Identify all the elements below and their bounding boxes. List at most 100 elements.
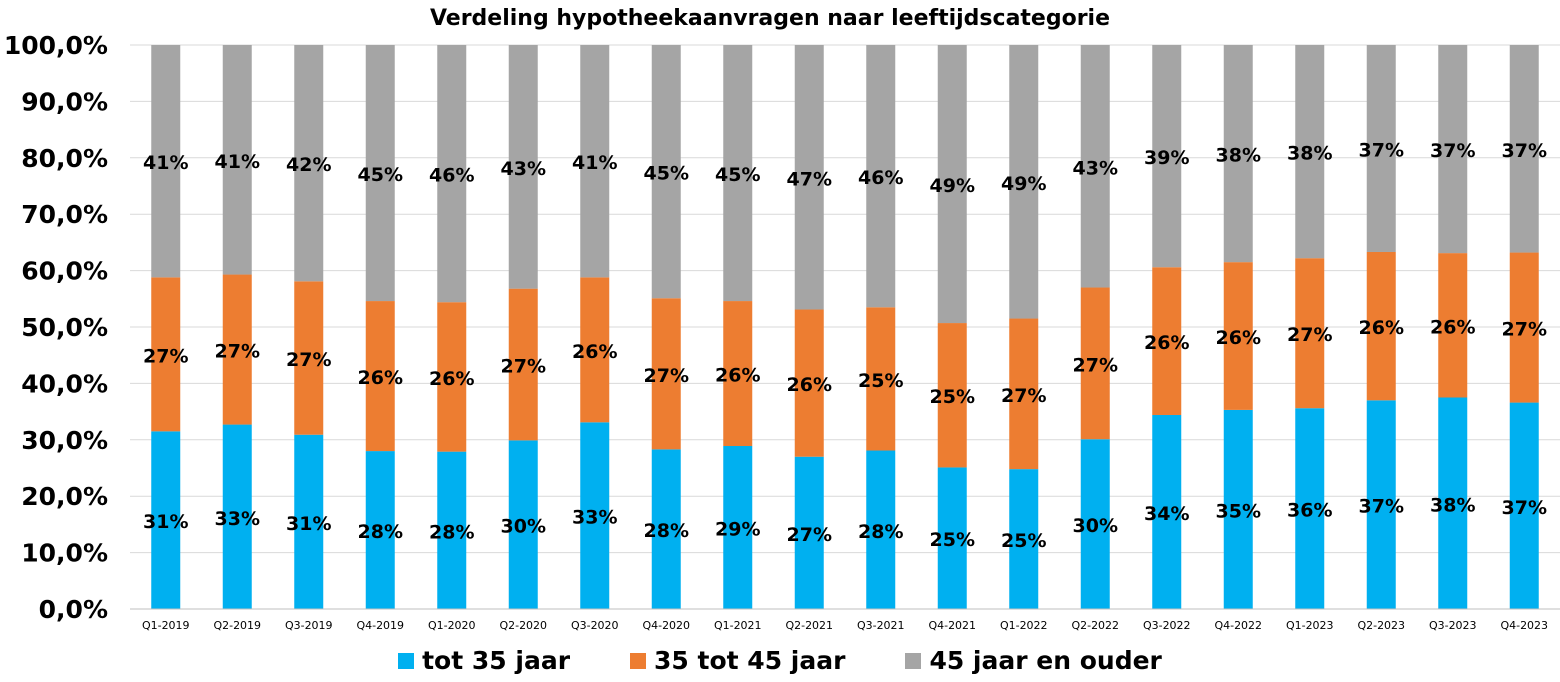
bar-segment bbox=[151, 277, 181, 432]
x-tick-label: Q4-2020 bbox=[642, 619, 690, 632]
data-label: 28% bbox=[429, 521, 474, 543]
bar-segment bbox=[1366, 251, 1396, 401]
data-label: 38% bbox=[1216, 145, 1261, 167]
bar-segment bbox=[1080, 45, 1110, 288]
bar-segment bbox=[1223, 409, 1253, 609]
data-label: 49% bbox=[930, 175, 975, 197]
data-label: 47% bbox=[787, 168, 832, 190]
x-tick-label: Q2-2022 bbox=[1071, 619, 1119, 632]
bar-segment bbox=[508, 45, 538, 289]
y-tick-label: 70,0% bbox=[21, 200, 108, 229]
x-tick-label: Q3-2020 bbox=[571, 619, 619, 632]
data-label: 35% bbox=[1216, 500, 1261, 522]
data-label: 26% bbox=[1144, 332, 1189, 354]
bar-segment bbox=[580, 277, 610, 423]
bar-segment bbox=[1080, 287, 1110, 440]
x-tick-label: Q2-2019 bbox=[213, 619, 261, 632]
bar-segment bbox=[937, 467, 967, 609]
bar-segment bbox=[651, 449, 681, 609]
data-label: 27% bbox=[1073, 354, 1118, 376]
bar-segment bbox=[1438, 253, 1468, 398]
data-label: 26% bbox=[1216, 327, 1261, 349]
data-label: 27% bbox=[143, 345, 188, 367]
y-tick-label: 80,0% bbox=[21, 144, 108, 173]
bar-segment bbox=[365, 301, 395, 452]
data-label: 46% bbox=[858, 167, 903, 189]
bar-segment bbox=[866, 45, 896, 308]
data-label: 42% bbox=[286, 154, 331, 176]
data-label: 31% bbox=[143, 511, 188, 533]
data-label: 26% bbox=[1359, 317, 1404, 339]
x-tick-label: Q4-2021 bbox=[928, 619, 976, 632]
bar-segment bbox=[1152, 45, 1182, 268]
bar-segment bbox=[294, 434, 324, 609]
bar-segment bbox=[580, 45, 610, 278]
bar-segment bbox=[1295, 408, 1325, 609]
data-label: 43% bbox=[501, 158, 546, 180]
data-label: 30% bbox=[1073, 515, 1118, 537]
legend-label: tot 35 jaar bbox=[422, 646, 571, 675]
data-label: 26% bbox=[787, 374, 832, 396]
bar-segment bbox=[294, 45, 324, 282]
x-tick-label: Q1-2023 bbox=[1286, 619, 1334, 632]
data-label: 41% bbox=[143, 152, 188, 174]
bar-segment bbox=[1366, 45, 1396, 252]
y-tick-label: 20,0% bbox=[21, 482, 108, 511]
data-label: 37% bbox=[1359, 496, 1404, 518]
data-label: 30% bbox=[501, 516, 546, 538]
data-label: 26% bbox=[715, 365, 760, 387]
data-label: 41% bbox=[572, 152, 617, 174]
bar-segment bbox=[1152, 414, 1182, 609]
bar-segment bbox=[580, 422, 610, 609]
x-tick-label: Q3-2019 bbox=[285, 619, 333, 632]
data-label: 31% bbox=[286, 513, 331, 535]
data-label: 25% bbox=[930, 386, 975, 408]
data-label: 36% bbox=[1287, 500, 1332, 522]
bar-segment bbox=[1295, 45, 1325, 259]
x-tick-label: Q2-2020 bbox=[499, 619, 547, 632]
bar-segment bbox=[937, 323, 967, 468]
bar-segment bbox=[1009, 45, 1039, 319]
bar-segment bbox=[651, 45, 681, 299]
legend-label: 45 jaar en ouder bbox=[929, 646, 1162, 675]
y-tick-label: 10,0% bbox=[21, 539, 108, 568]
x-tick-label: Q2-2023 bbox=[1357, 619, 1405, 632]
data-label: 49% bbox=[1001, 173, 1046, 195]
legend-swatch bbox=[630, 652, 647, 669]
legend-label: 35 tot 45 jaar bbox=[654, 646, 846, 675]
legend-swatch bbox=[905, 652, 922, 669]
data-label: 26% bbox=[572, 341, 617, 363]
data-label: 28% bbox=[644, 520, 689, 542]
x-tick-label: Q1-2020 bbox=[428, 619, 476, 632]
data-label: 45% bbox=[358, 164, 403, 186]
bar-segment bbox=[151, 431, 181, 609]
data-label: 27% bbox=[286, 349, 331, 371]
x-tick-label: Q3-2022 bbox=[1143, 619, 1191, 632]
bar-segment bbox=[294, 281, 324, 435]
bar-segment bbox=[222, 424, 252, 609]
bar-segment bbox=[723, 301, 753, 447]
bar-segment bbox=[508, 440, 538, 609]
bar-segment bbox=[1509, 252, 1539, 403]
legend-item: tot 35 jaar bbox=[398, 646, 570, 675]
data-label: 38% bbox=[1430, 494, 1475, 516]
bar-segment bbox=[222, 274, 252, 425]
data-label: 26% bbox=[429, 368, 474, 390]
bar-segment bbox=[365, 451, 395, 609]
data-label: 25% bbox=[930, 529, 975, 551]
bar-segment bbox=[1009, 318, 1039, 470]
x-tick-label: Q4-2019 bbox=[356, 619, 404, 632]
data-label: 25% bbox=[1001, 530, 1046, 552]
legend-item: 45 jaar en ouder bbox=[905, 646, 1162, 675]
x-tick-label: Q1-2022 bbox=[1000, 619, 1048, 632]
bar-segment bbox=[1438, 397, 1468, 609]
x-tick-label: Q2-2021 bbox=[785, 619, 833, 632]
data-label: 45% bbox=[715, 164, 760, 186]
bar-segment bbox=[866, 307, 896, 451]
data-label: 25% bbox=[858, 370, 903, 392]
data-label: 33% bbox=[572, 507, 617, 529]
bar-segment bbox=[437, 302, 467, 452]
y-tick-label: 50,0% bbox=[21, 313, 108, 342]
data-label: 27% bbox=[787, 524, 832, 546]
